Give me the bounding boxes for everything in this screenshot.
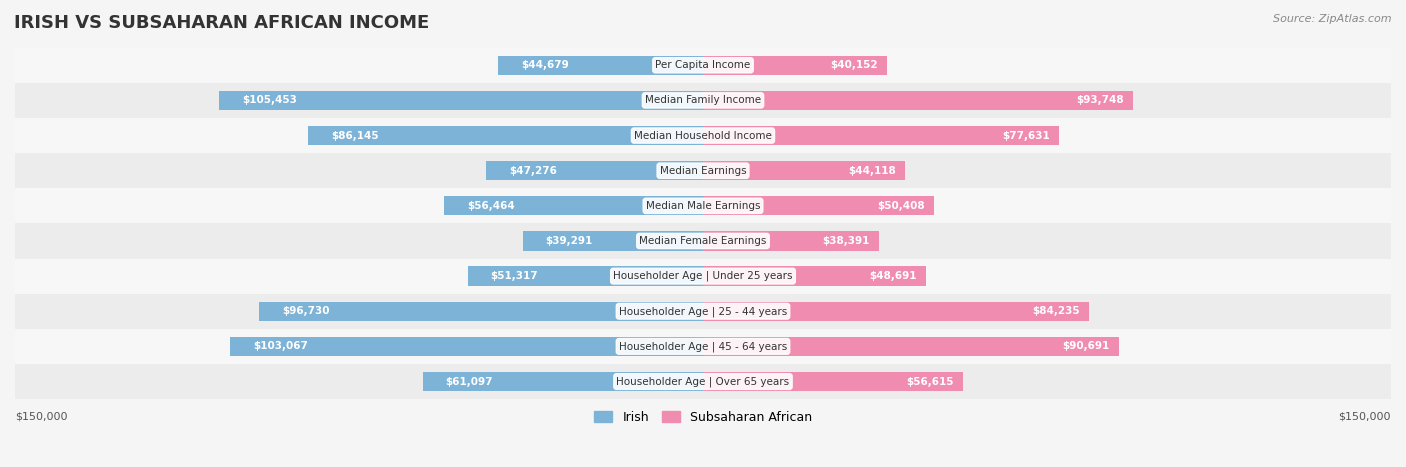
FancyBboxPatch shape (498, 56, 703, 75)
FancyBboxPatch shape (703, 161, 905, 180)
Text: Per Capita Income: Per Capita Income (655, 60, 751, 70)
FancyBboxPatch shape (308, 126, 703, 145)
FancyBboxPatch shape (423, 372, 703, 391)
FancyBboxPatch shape (703, 56, 887, 75)
Text: $50,408: $50,408 (877, 201, 925, 211)
Text: $61,097: $61,097 (446, 376, 494, 387)
FancyBboxPatch shape (523, 231, 703, 251)
Text: $84,235: $84,235 (1032, 306, 1080, 316)
Text: IRISH VS SUBSAHARAN AFRICAN INCOME: IRISH VS SUBSAHARAN AFRICAN INCOME (14, 14, 429, 32)
Text: Householder Age | 25 - 44 years: Householder Age | 25 - 44 years (619, 306, 787, 317)
FancyBboxPatch shape (15, 188, 1391, 223)
FancyBboxPatch shape (703, 126, 1059, 145)
Text: $38,391: $38,391 (823, 236, 870, 246)
FancyBboxPatch shape (703, 196, 934, 215)
Text: $47,276: $47,276 (509, 166, 557, 176)
Text: $150,000: $150,000 (15, 411, 67, 421)
FancyBboxPatch shape (259, 302, 703, 321)
Text: Median Family Income: Median Family Income (645, 95, 761, 106)
Text: $44,679: $44,679 (522, 60, 569, 70)
Text: Householder Age | 45 - 64 years: Householder Age | 45 - 64 years (619, 341, 787, 352)
FancyBboxPatch shape (703, 267, 927, 286)
FancyBboxPatch shape (444, 196, 703, 215)
FancyBboxPatch shape (15, 294, 1391, 329)
FancyBboxPatch shape (15, 364, 1391, 399)
FancyBboxPatch shape (703, 231, 879, 251)
FancyBboxPatch shape (15, 223, 1391, 259)
FancyBboxPatch shape (703, 91, 1133, 110)
FancyBboxPatch shape (219, 91, 703, 110)
Text: $56,464: $56,464 (467, 201, 515, 211)
Text: $86,145: $86,145 (330, 131, 378, 141)
Text: $48,691: $48,691 (870, 271, 917, 281)
FancyBboxPatch shape (703, 337, 1119, 356)
Text: Source: ZipAtlas.com: Source: ZipAtlas.com (1274, 14, 1392, 24)
Text: $150,000: $150,000 (1339, 411, 1391, 421)
Text: Median Household Income: Median Household Income (634, 131, 772, 141)
FancyBboxPatch shape (15, 153, 1391, 188)
Text: $105,453: $105,453 (242, 95, 297, 106)
FancyBboxPatch shape (15, 118, 1391, 153)
Text: Householder Age | Over 65 years: Householder Age | Over 65 years (616, 376, 790, 387)
FancyBboxPatch shape (15, 83, 1391, 118)
FancyBboxPatch shape (231, 337, 703, 356)
Legend: Irish, Subsaharan African: Irish, Subsaharan African (589, 405, 817, 429)
Text: $77,631: $77,631 (1002, 131, 1050, 141)
Text: Median Male Earnings: Median Male Earnings (645, 201, 761, 211)
Text: $40,152: $40,152 (831, 60, 877, 70)
Text: $90,691: $90,691 (1063, 341, 1109, 351)
Text: Median Female Earnings: Median Female Earnings (640, 236, 766, 246)
Text: $39,291: $39,291 (546, 236, 593, 246)
Text: $93,748: $93,748 (1076, 95, 1123, 106)
Text: $51,317: $51,317 (491, 271, 538, 281)
FancyBboxPatch shape (468, 267, 703, 286)
FancyBboxPatch shape (15, 329, 1391, 364)
Text: Householder Age | Under 25 years: Householder Age | Under 25 years (613, 271, 793, 281)
FancyBboxPatch shape (486, 161, 703, 180)
Text: Median Earnings: Median Earnings (659, 166, 747, 176)
FancyBboxPatch shape (15, 259, 1391, 294)
FancyBboxPatch shape (703, 302, 1090, 321)
Text: $103,067: $103,067 (253, 341, 308, 351)
FancyBboxPatch shape (15, 48, 1391, 83)
Text: $96,730: $96,730 (283, 306, 330, 316)
Text: $44,118: $44,118 (848, 166, 896, 176)
FancyBboxPatch shape (703, 372, 963, 391)
Text: $56,615: $56,615 (905, 376, 953, 387)
